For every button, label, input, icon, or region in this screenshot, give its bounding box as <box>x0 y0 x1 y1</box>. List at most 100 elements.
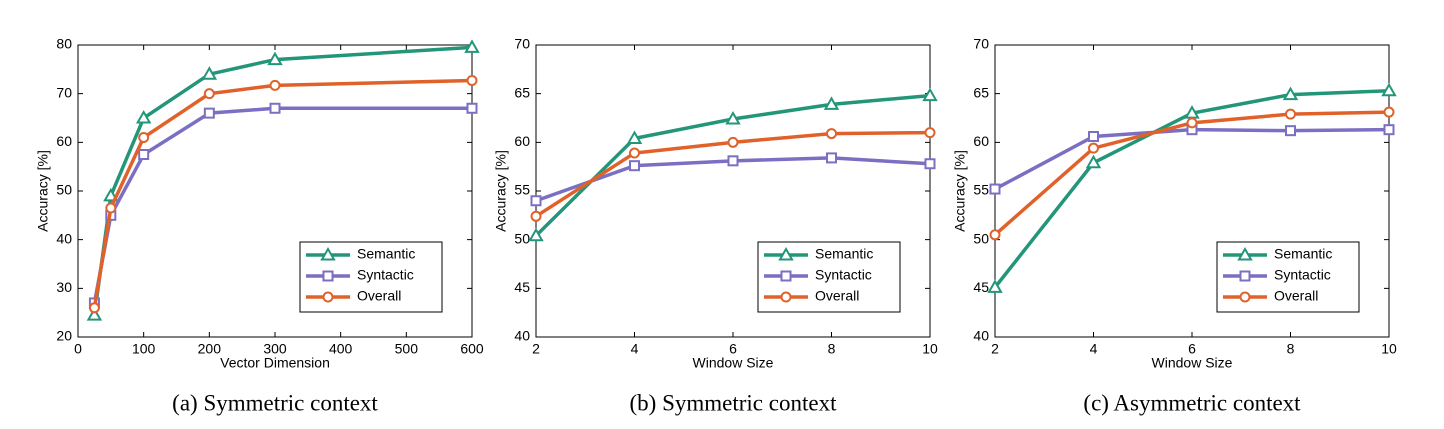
series-line <box>92 78 473 309</box>
legend-marker <box>322 270 334 282</box>
legend-label: Overall <box>815 288 859 304</box>
marker <box>528 227 544 242</box>
marker <box>269 102 281 114</box>
marker <box>1186 117 1198 129</box>
marker <box>989 229 1001 241</box>
series-line <box>994 127 1390 191</box>
marker <box>267 51 283 66</box>
marker <box>922 87 938 102</box>
marker <box>138 149 150 160</box>
plot-frame <box>535 44 931 338</box>
marker <box>138 131 150 143</box>
legend-marker <box>778 246 794 261</box>
marker <box>464 39 480 53</box>
x-axis-label: Window Size <box>1152 355 1233 371</box>
y-tick-label: 40 <box>514 328 530 344</box>
marker <box>626 130 643 144</box>
x-tick-label: 8 <box>828 341 836 357</box>
marker <box>823 96 840 110</box>
y-axis-label: Accuracy [%] <box>493 150 509 232</box>
x-tick-label: 200 <box>198 341 222 357</box>
y-tick-label: 45 <box>973 279 989 295</box>
plot-frame <box>77 44 473 338</box>
legend-label: Semantic <box>1274 246 1332 262</box>
marker <box>203 107 215 119</box>
x-tick-label: 100 <box>132 341 156 357</box>
marker <box>466 75 478 87</box>
x-tick-label: 8 <box>1287 341 1295 357</box>
legend-marker <box>320 246 336 261</box>
y-tick-label: 55 <box>973 182 989 198</box>
marker <box>1383 106 1395 118</box>
legend-label: Overall <box>357 288 401 304</box>
marker <box>725 110 741 125</box>
x-tick-label: 2 <box>532 341 540 357</box>
x-tick-label: 0 <box>74 341 82 357</box>
x-tick-label: 600 <box>460 341 484 357</box>
legend-marker <box>1239 291 1251 303</box>
marker <box>629 147 640 159</box>
legend-label: Semantic <box>815 246 873 262</box>
marker <box>530 195 542 207</box>
y-tick-label: 30 <box>56 279 72 295</box>
marker <box>135 109 152 124</box>
marker <box>826 128 837 140</box>
caption: (c) Asymmetric context <box>1083 390 1301 415</box>
marker <box>1381 82 1397 97</box>
caption: (a) Symmetric context <box>172 390 378 415</box>
x-tick-label: 6 <box>729 341 737 357</box>
legend-label: Syntactic <box>1274 267 1331 283</box>
marker <box>1285 125 1296 137</box>
x-tick-label: 300 <box>263 341 287 357</box>
y-tick-label: 45 <box>514 279 530 295</box>
marker <box>987 279 1003 293</box>
legend-marker <box>780 270 792 282</box>
marker <box>466 102 478 114</box>
y-tick-label: 65 <box>514 84 530 100</box>
legend-marker <box>322 291 334 303</box>
marker <box>1088 142 1099 154</box>
x-tick-label: 6 <box>1188 341 1196 357</box>
y-tick-label: 20 <box>56 328 72 344</box>
y-axis-label: Accuracy [%] <box>35 150 51 232</box>
y-tick-label: 65 <box>973 84 989 100</box>
marker <box>1285 108 1296 120</box>
y-tick-label: 60 <box>56 133 72 149</box>
y-tick-label: 50 <box>514 230 530 246</box>
y-tick-label: 50 <box>56 182 72 198</box>
marker <box>629 160 640 172</box>
y-tick-label: 80 <box>56 36 72 52</box>
y-tick-label: 40 <box>56 230 72 246</box>
y-tick-label: 55 <box>514 182 530 198</box>
x-axis-label: Window Size <box>693 355 774 371</box>
x-tick-label: 10 <box>922 341 938 357</box>
marker <box>203 88 215 100</box>
x-tick-label: 400 <box>329 341 353 357</box>
marker <box>530 210 542 222</box>
marker <box>269 79 281 91</box>
marker <box>88 302 100 314</box>
legend-label: Overall <box>1274 288 1318 304</box>
marker <box>727 155 739 167</box>
marker <box>1085 154 1102 169</box>
legend-label: Syntactic <box>357 267 414 283</box>
y-tick-label: 60 <box>514 133 530 149</box>
marker <box>86 307 103 321</box>
y-axis-label: Accuracy [%] <box>952 150 968 232</box>
marker <box>727 136 739 148</box>
y-tick-label: 70 <box>56 84 72 100</box>
marker <box>1383 124 1395 136</box>
x-tick-label: 500 <box>395 341 419 357</box>
x-axis-label: Vector Dimension <box>220 355 330 371</box>
caption: (b) Symmetric context <box>630 390 838 415</box>
y-tick-label: 70 <box>973 36 989 52</box>
marker <box>989 183 1001 195</box>
x-tick-label: 4 <box>631 341 639 357</box>
marker <box>201 66 218 80</box>
x-tick-label: 2 <box>991 341 999 357</box>
y-tick-label: 50 <box>973 230 989 246</box>
x-tick-label: 4 <box>1090 341 1098 357</box>
legend-label: Semantic <box>357 246 415 262</box>
legend-marker <box>780 291 792 303</box>
marker <box>105 202 117 214</box>
